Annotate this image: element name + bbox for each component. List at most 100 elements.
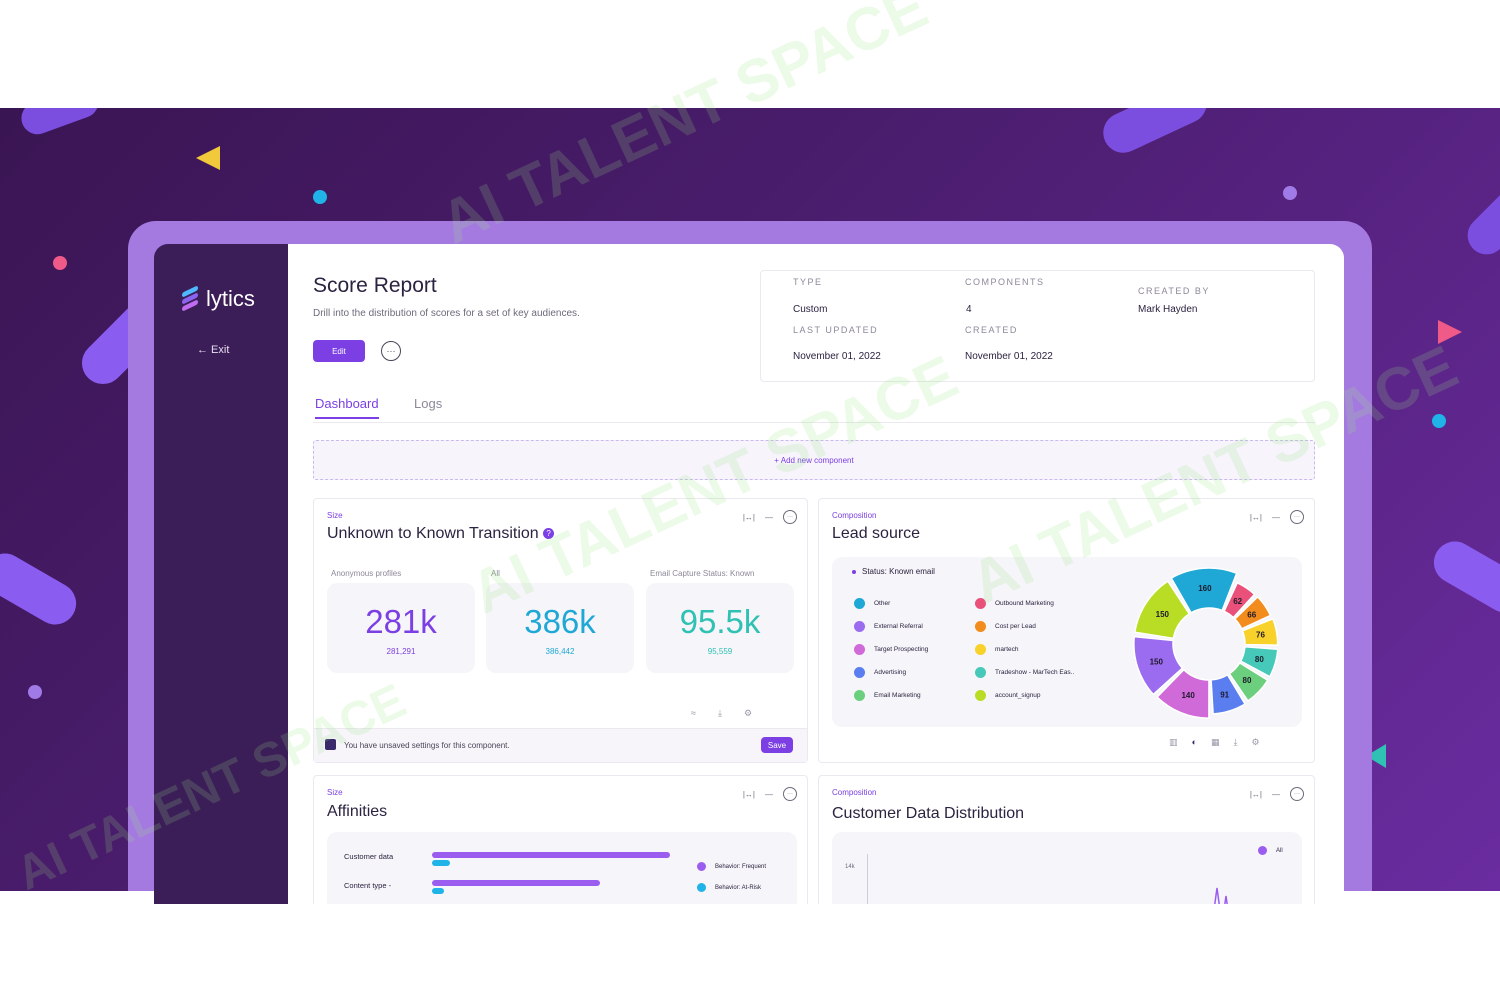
trend-icon[interactable]: ≈ bbox=[691, 708, 696, 718]
card-options-icon[interactable]: ··· bbox=[783, 787, 797, 801]
type-value: Custom bbox=[793, 304, 828, 315]
stat-label-all: All bbox=[491, 569, 500, 578]
tab-logs[interactable]: Logs bbox=[414, 396, 443, 411]
lead-legend-item[interactable]: Target Prospecting bbox=[854, 644, 928, 655]
donut-slice-label: 66 bbox=[1247, 611, 1256, 620]
expand-width-icon[interactable]: |↔| bbox=[742, 789, 755, 799]
transition-card: Size Unknown to Known Transition ? |↔| —… bbox=[313, 498, 808, 763]
donut-slice[interactable] bbox=[1241, 618, 1279, 646]
collapse-icon[interactable]: — bbox=[1272, 789, 1280, 799]
exit-link[interactable]: ← Exit bbox=[197, 344, 229, 356]
settings-gear-icon[interactable]: ⚙ bbox=[1251, 737, 1260, 747]
created-by-label: CREATED BY bbox=[1138, 286, 1210, 296]
y-axis-line bbox=[867, 854, 868, 904]
card-options-icon[interactable]: ··· bbox=[1290, 510, 1304, 524]
legend-dot bbox=[854, 667, 865, 678]
stat-value-anonymous: 281k bbox=[365, 603, 437, 640]
brand-name: lytics bbox=[206, 286, 255, 311]
donut-slice[interactable] bbox=[1134, 580, 1191, 640]
lead-status-text: Status: Known email bbox=[862, 567, 935, 576]
affinity-bar-atrisk bbox=[432, 888, 444, 894]
lead-legend-label: Email Marketing bbox=[874, 692, 921, 699]
donut-slice[interactable] bbox=[1223, 582, 1256, 619]
stat-tile-all: 386k 386,442 bbox=[486, 583, 634, 673]
lead-legend-item[interactable]: account_signup bbox=[975, 690, 1041, 701]
affinity-legend-label: Behavior: At-Risk bbox=[715, 884, 762, 891]
pie-chart-icon[interactable]: ◐ bbox=[1191, 737, 1197, 747]
more-options-icon[interactable]: ··· bbox=[381, 341, 401, 361]
download-icon[interactable]: ⤓ bbox=[1233, 737, 1238, 747]
lead-chart-panel: Status: Known email Other Outbound Market… bbox=[832, 557, 1302, 727]
donut-slice[interactable] bbox=[1239, 646, 1279, 678]
lead-legend-item[interactable]: Other bbox=[854, 598, 890, 609]
pill-decoration-topleft bbox=[16, 108, 104, 139]
transition-title-text: Unknown to Known Transition bbox=[327, 525, 539, 542]
distribution-title: Customer Data Distribution bbox=[832, 805, 1025, 822]
expand-width-icon[interactable]: |↔| bbox=[742, 512, 755, 522]
lead-eyebrow: Composition bbox=[832, 511, 877, 520]
distribution-card: Composition Customer Data Distribution |… bbox=[818, 775, 1315, 904]
created-label: CREATED bbox=[965, 325, 1018, 335]
card-options-icon[interactable]: ··· bbox=[1290, 787, 1304, 801]
save-button[interactable]: Save bbox=[761, 737, 793, 753]
unsaved-message: You have unsaved settings for this compo… bbox=[344, 741, 510, 750]
legend-dot bbox=[975, 598, 986, 609]
y-tick-label: 14k bbox=[845, 864, 855, 870]
add-component-button[interactable]: + Add new component bbox=[313, 440, 1315, 480]
transition-toolbar: ≈ ⤓ ⚙ bbox=[691, 708, 752, 719]
donut-slice-label: 160 bbox=[1198, 584, 1212, 593]
components-label: COMPONENTS bbox=[965, 277, 1045, 287]
lead-legend-item[interactable]: martech bbox=[975, 644, 1018, 655]
lead-legend-item[interactable]: Advertising bbox=[854, 667, 906, 678]
affinity-row-label: Content type - bbox=[344, 881, 392, 890]
expand-width-icon[interactable]: |↔| bbox=[1249, 512, 1262, 522]
transition-title: Unknown to Known Transition ? bbox=[327, 525, 555, 543]
card-options-icon[interactable]: ··· bbox=[783, 510, 797, 524]
download-icon[interactable]: ⤓ bbox=[717, 708, 722, 718]
legend-dot bbox=[975, 667, 986, 678]
donut-slice[interactable] bbox=[1210, 674, 1246, 715]
settings-gear-icon[interactable]: ⚙ bbox=[743, 708, 753, 718]
affinity-legend-label: Behavior: Frequent bbox=[715, 863, 767, 870]
affinity-bar-frequent bbox=[432, 852, 670, 858]
expand-width-icon[interactable]: |↔| bbox=[1249, 789, 1262, 799]
affinity-row-label: Customer data bbox=[344, 852, 394, 861]
table-icon[interactable]: ▦ bbox=[1210, 737, 1220, 747]
collapse-icon[interactable]: — bbox=[1272, 512, 1280, 522]
lead-legend-item[interactable]: External Referral bbox=[854, 621, 923, 632]
donut-slice-label: 140 bbox=[1181, 691, 1195, 700]
stat-tile-email: 95.5k 95,559 bbox=[646, 583, 794, 673]
brand-logo[interactable]: lytics bbox=[182, 285, 255, 312]
transition-eyebrow: Size bbox=[327, 511, 343, 520]
donut-slice[interactable] bbox=[1170, 567, 1238, 614]
yellow-triangle-decoration bbox=[196, 146, 220, 170]
donut-slice[interactable] bbox=[1156, 668, 1210, 719]
donut-slice-label: 150 bbox=[1150, 657, 1164, 666]
lead-legend-item[interactable]: Email Marketing bbox=[854, 690, 921, 701]
pink-triangle-decoration bbox=[1438, 320, 1462, 344]
legend-dot bbox=[975, 690, 986, 701]
donut-slice[interactable] bbox=[1234, 596, 1272, 630]
tab-bar: Dashboard Logs bbox=[313, 396, 1315, 423]
pill-decoration-left-bottom bbox=[0, 545, 84, 633]
lead-legend-item[interactable]: Outbound Marketing bbox=[975, 598, 1054, 609]
bar-chart-icon[interactable]: ▥ bbox=[1169, 737, 1178, 747]
lead-card-tools: |↔| — ··· bbox=[1250, 510, 1304, 524]
stat-value-email: 95.5k bbox=[679, 603, 761, 640]
sidebar bbox=[154, 244, 288, 904]
affinities-card-tools: |↔| — ··· bbox=[743, 787, 797, 801]
edit-button[interactable]: Edit bbox=[313, 340, 365, 362]
lead-legend-label: account_signup bbox=[995, 692, 1041, 699]
page-subtitle: Drill into the distribution of scores fo… bbox=[313, 308, 580, 319]
donut-slice[interactable] bbox=[1133, 635, 1184, 696]
donut-slice-label: 76 bbox=[1256, 631, 1265, 640]
lead-legend-item[interactable]: Cost per Lead bbox=[975, 621, 1036, 632]
components-value: 4 bbox=[966, 304, 972, 315]
stat-label-email: Email Capture Status: Known bbox=[650, 569, 755, 578]
collapse-icon[interactable]: — bbox=[765, 512, 773, 522]
help-icon[interactable]: ? bbox=[543, 528, 555, 540]
donut-slice[interactable] bbox=[1228, 662, 1269, 702]
tab-dashboard[interactable]: Dashboard bbox=[315, 396, 379, 419]
lead-legend-item[interactable]: Tradeshow - MarTech Eas.. bbox=[975, 667, 1074, 678]
collapse-icon[interactable]: — bbox=[765, 789, 773, 799]
